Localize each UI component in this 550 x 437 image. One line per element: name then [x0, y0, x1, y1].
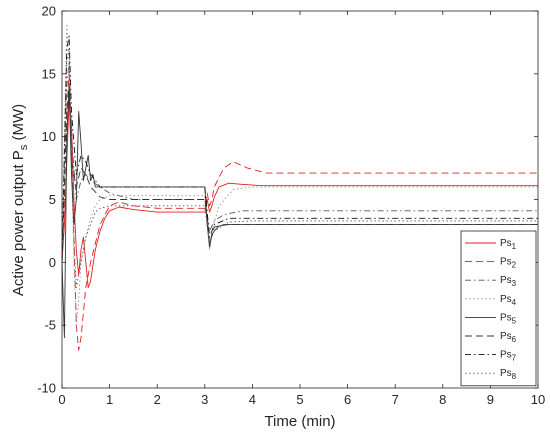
y-tick-label: -10 — [37, 381, 56, 396]
x-tick-label: 8 — [439, 392, 446, 407]
legend-label-4: Ps4 — [500, 294, 517, 307]
x-tick-label: 2 — [154, 392, 161, 407]
y-tick-label: 15 — [42, 66, 56, 81]
y-tick-label: 0 — [49, 255, 56, 270]
x-tick-label: 0 — [58, 392, 65, 407]
x-tick-label: 1 — [106, 392, 113, 407]
series-layer — [61, 23, 538, 351]
legend-label-2: Ps2 — [500, 257, 517, 270]
legend-label-5: Ps5 — [500, 312, 517, 325]
legend-label-1: Ps1 — [500, 238, 517, 251]
y-tick-label: 10 — [42, 129, 56, 144]
legend-label-3: Ps3 — [500, 275, 517, 288]
series-line-2 — [61, 73, 538, 351]
series-line-6 — [61, 85, 538, 263]
y-axis-label: Active power output Ps (MW) — [10, 104, 30, 296]
tick-layer: 0 1 2 3 4 5 6 7 8 9 10 -10 -5 0 5 10 15 20 — [37, 4, 545, 408]
y-axis-label-main: Active power output P — [10, 150, 27, 296]
y-tick-label: 20 — [42, 4, 56, 19]
x-tick-label: 7 — [392, 392, 399, 407]
x-tick-label: 3 — [201, 392, 208, 407]
y-tick-label: 5 — [49, 192, 56, 207]
y-axis-label-subscript: s — [18, 144, 30, 150]
x-tick-label: 10 — [531, 392, 545, 407]
x-tick-label: 5 — [296, 392, 303, 407]
y-axis-label-unit: (MW) — [10, 104, 27, 145]
x-tick-label: 9 — [487, 392, 494, 407]
legend: Ps1 Ps2 Ps3 Ps4 Ps5 Ps6 Ps7 Ps8 — [460, 230, 537, 387]
series-line-7 — [61, 35, 538, 263]
legend-label-6: Ps6 — [500, 331, 517, 344]
legend-box — [460, 230, 537, 387]
x-tick-label: 4 — [249, 392, 256, 407]
legend-label-7: Ps7 — [500, 350, 517, 363]
legend-label-8: Ps8 — [500, 368, 517, 381]
y-tick-label: -5 — [44, 318, 56, 333]
series-line-4 — [61, 23, 538, 326]
x-tick-label: 6 — [344, 392, 351, 407]
x-axis-label: Time (min) — [264, 413, 335, 430]
